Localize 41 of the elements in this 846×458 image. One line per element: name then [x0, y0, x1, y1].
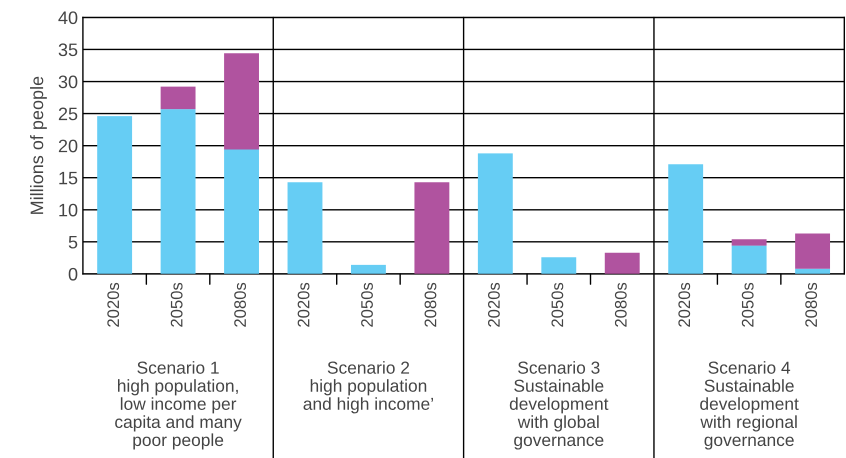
x-tick-label: 2050s: [170, 282, 183, 327]
bar: [795, 233, 830, 269]
y-tick-label: 10: [59, 204, 78, 216]
bar: [224, 53, 259, 150]
text: Scenario 4 Sustainable development with regional governance: [700, 361, 799, 450]
y-tick-label: 35: [58, 43, 78, 56]
x-tick-label: 2020s: [298, 282, 310, 327]
x-tick-label: 2020s: [678, 282, 690, 327]
x-tick-label: 2080s: [424, 282, 436, 327]
x-tick-label: 2080s: [614, 282, 627, 327]
bar: [732, 246, 767, 274]
y-axis-title: Millions of people: [30, 76, 47, 214]
y-tick-label: 40: [58, 11, 78, 24]
y-tick-label: 5: [68, 236, 78, 249]
bar: [414, 182, 450, 274]
bar: [224, 149, 259, 274]
y-tick-label: 15: [59, 172, 78, 184]
x-tick-label: 2020s: [107, 282, 120, 327]
x-tick-label: 2050s: [551, 282, 564, 327]
y-tick-label: 25: [58, 108, 78, 120]
text: Scenario 2 high population and high income’: [304, 361, 433, 414]
bar: [97, 116, 132, 274]
x-tick-label: 2080s: [805, 282, 818, 327]
text: Scenario 3 Sustainable development with global governance: [510, 361, 608, 450]
x-tick-label: 2050s: [742, 282, 754, 327]
y-tick-label: 30: [58, 75, 78, 88]
bar: [160, 86, 196, 110]
y-tick-label: 20: [58, 140, 78, 152]
bar: [604, 252, 640, 274]
text: Scenario 1 high population, low income per capita and many poor people: [115, 361, 242, 450]
y-tick-label: 0: [68, 268, 78, 281]
bar: [350, 264, 386, 274]
x-tick-label: 2020s: [488, 282, 500, 327]
bar: [160, 109, 196, 274]
bar: [732, 239, 767, 246]
bar: [541, 257, 576, 274]
bar: [288, 182, 322, 274]
bar: [668, 164, 704, 274]
x-tick-label: 2050s: [361, 282, 373, 327]
x-tick-label: 2080s: [234, 282, 246, 327]
bar: [478, 153, 513, 274]
